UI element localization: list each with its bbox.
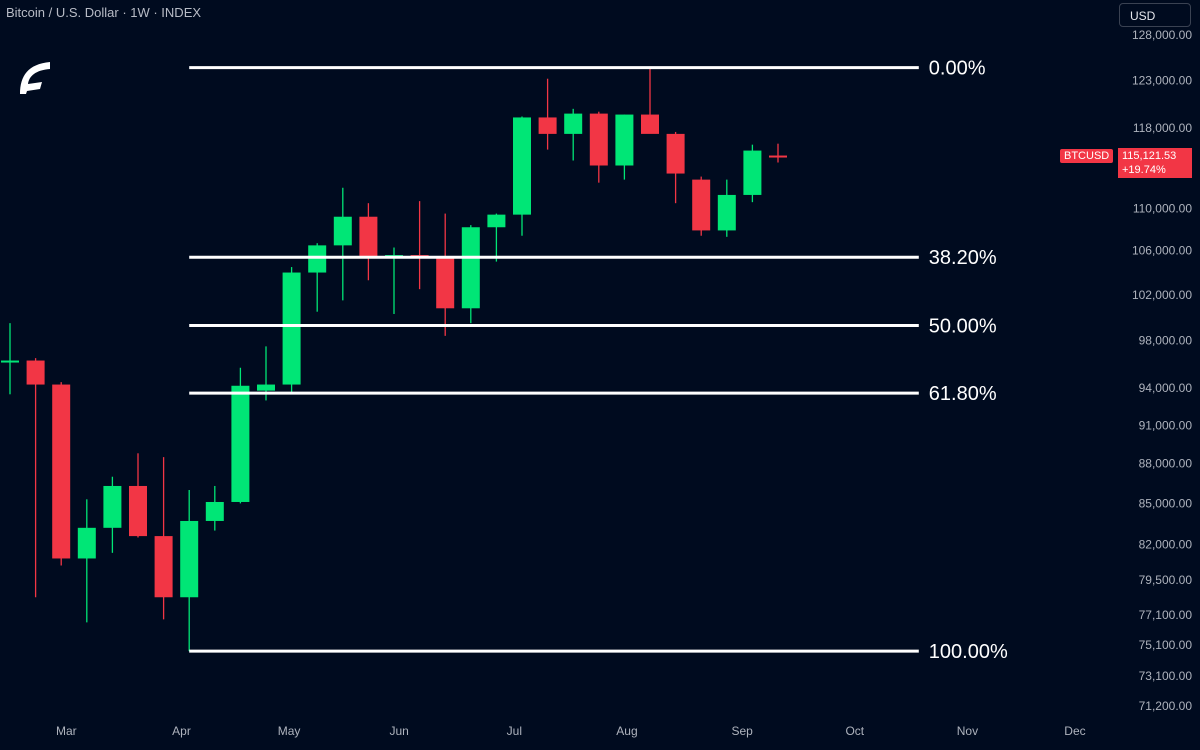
candle-body [52,384,71,559]
price-tick-label: 110,000.00 [1133,201,1192,215]
candle-body [1,360,19,363]
candle-body [538,117,557,134]
candle-body [359,216,378,258]
candle-body [666,133,685,174]
time-tick-label: Nov [957,724,978,738]
price-tick-label: 85,000.00 [1139,496,1193,510]
candle-body [205,501,224,521]
fib-level-label: 50.00% [929,315,997,337]
fib-level-label: 0.00% [929,58,986,80]
price-tick-label: 88,000.00 [1139,457,1193,471]
candle-body [154,536,173,598]
candle-body [129,485,147,537]
price-tick-label: 106,000.00 [1132,244,1192,258]
price-tick-label: 94,000.00 [1139,381,1193,395]
price-tick-label: 77,100.00 [1139,608,1193,622]
fib-level-label: 100.00% [929,641,1008,663]
price-tick-label: 102,000.00 [1132,288,1192,302]
price-tick-label: 98,000.00 [1139,334,1193,348]
price-axis[interactable]: 128,000.00 123,000.00 118,000.00 110,000.00… [1132,28,1192,713]
candle-body [26,360,45,385]
candles-layer [1,67,787,652]
candle-body [717,194,736,231]
time-tick-label: Mar [56,724,77,738]
candle-body [282,272,301,385]
candle-body [615,114,634,166]
candle-body [461,227,480,309]
time-tick-label: Oct [845,724,864,738]
candle-body [436,256,455,309]
last-price-tag: 115,121.53 +19.74% [1118,148,1192,178]
candle-body [564,113,583,134]
price-tick-label: 91,000.00 [1139,418,1193,432]
chart-title: Bitcoin / U.S. Dollar · 1W · INDEX [6,5,202,20]
last-price-value: 115,121.53 [1122,150,1177,162]
candle-body [743,150,762,195]
currency-button[interactable]: USD [1119,3,1191,27]
time-tick-label: Jul [507,724,522,738]
price-tick-label: 71,200.00 [1139,699,1193,713]
time-tick-label: May [278,724,301,738]
fib-level-label: 61.80% [929,383,997,405]
price-tick-label: 128,000.00 [1132,28,1192,42]
candle-body [769,155,787,158]
time-tick-label: Apr [172,724,191,738]
candle-body [589,113,608,166]
time-tick-label: Dec [1064,724,1085,738]
fibonacci-layer[interactable]: 0.00% 38.20% 50.00% 61.80% 100.00% [189,58,1008,663]
brand-logo-icon [20,62,50,94]
candle-body [333,216,352,246]
candle-body [231,385,250,502]
candle-body [308,245,327,273]
price-tick-label: 118,000.00 [1133,121,1192,135]
candle-body [641,114,659,134]
time-tick-label: Sep [731,724,753,738]
price-tick-label: 73,100.00 [1139,669,1193,683]
last-price-change: +19.74% [1122,164,1166,176]
price-tick-label: 79,500.00 [1139,573,1193,587]
time-tick-label: Jun [389,724,408,738]
candle-body [257,384,275,391]
price-tick-label: 82,000.00 [1139,537,1193,551]
fib-level-label: 38.20% [929,247,997,269]
time-axis[interactable]: Mar Apr May Jun Jul Aug Sep Oct Nov Dec [56,724,1086,738]
price-tick-label: 123,000.00 [1132,74,1192,88]
price-tick-label: 75,100.00 [1139,638,1193,652]
candle-body [513,117,531,215]
candle-body [692,179,711,231]
time-tick-label: Aug [616,724,637,738]
candle-body [487,214,506,228]
candle-body [77,527,96,559]
candle-body [180,520,199,598]
last-price-ticker: BTCUSD [1060,149,1114,163]
candle-body [103,485,122,528]
